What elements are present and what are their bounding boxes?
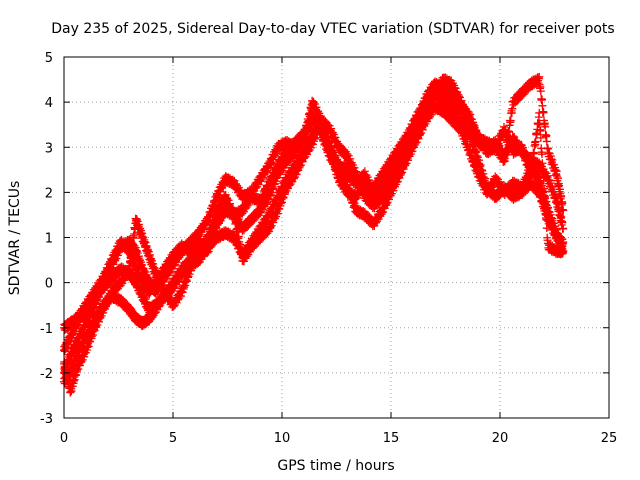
data-point	[506, 116, 515, 125]
chart-title: Day 235 of 2025, Sidereal Day-to-day VTE…	[51, 21, 614, 37]
series-track-4	[60, 82, 568, 335]
data-point	[559, 224, 568, 233]
data-series	[60, 72, 568, 397]
data-point	[542, 137, 551, 146]
